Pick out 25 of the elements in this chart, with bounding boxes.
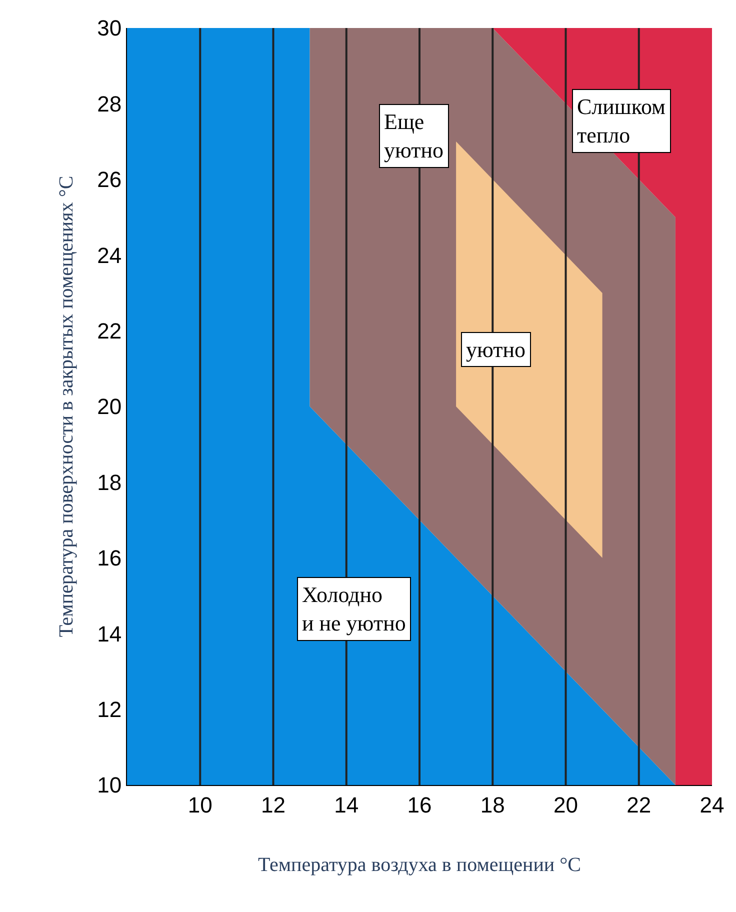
annotation: Слишком тепло <box>577 94 666 148</box>
annotation: Еще уютно <box>384 109 444 163</box>
y-tick-label: 18 <box>97 470 122 495</box>
y-tick-label: 20 <box>97 394 122 420</box>
y-axis-title: Температура поверхности в закрытых помещениях °C <box>56 176 78 638</box>
x-tick-label: 24 <box>700 792 724 818</box>
y-tick-label: 14 <box>97 621 122 646</box>
x-tick-label: 22 <box>626 792 652 818</box>
x-tick-label: 18 <box>480 792 505 818</box>
x-tick-label: 12 <box>261 792 286 818</box>
y-tick-label: 24 <box>97 242 122 268</box>
annotation: уютно <box>466 337 526 362</box>
x-tick-label: 14 <box>334 792 359 818</box>
x-tick-label: 20 <box>554 792 578 818</box>
y-tick-label: 10 <box>97 772 122 798</box>
annotation: Холодно и не уютно <box>302 582 406 636</box>
x-axis-title: Температура воздуха в помещении °C <box>258 854 581 876</box>
y-tick-label: 12 <box>97 697 122 722</box>
y-tick-label: 22 <box>97 318 122 344</box>
x-tick-label: 10 <box>188 792 212 818</box>
x-tick-label: 16 <box>407 792 432 818</box>
y-tick-label: 16 <box>97 546 122 571</box>
y-tick-label: 30 <box>97 16 122 41</box>
y-tick-label: 26 <box>97 167 122 192</box>
y-tick-label: 28 <box>97 91 122 116</box>
